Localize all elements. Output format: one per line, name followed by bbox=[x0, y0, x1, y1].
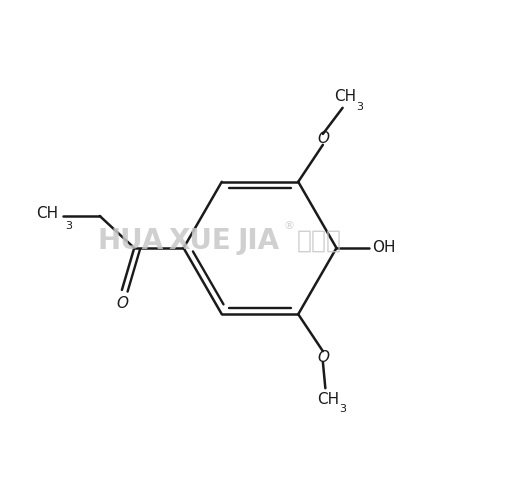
Text: XUE: XUE bbox=[169, 227, 231, 254]
Text: 3: 3 bbox=[356, 102, 363, 112]
Text: 3: 3 bbox=[65, 221, 72, 231]
Text: O: O bbox=[116, 296, 128, 311]
Text: O: O bbox=[318, 131, 330, 146]
Text: O: O bbox=[318, 350, 330, 365]
Text: 3: 3 bbox=[339, 404, 346, 414]
Text: OH: OH bbox=[372, 240, 396, 254]
Text: CH: CH bbox=[317, 391, 339, 407]
Text: 化学加: 化学加 bbox=[297, 229, 342, 252]
Text: CH: CH bbox=[334, 89, 356, 105]
Text: JIA: JIA bbox=[238, 227, 280, 254]
Text: HUA: HUA bbox=[97, 227, 163, 254]
Text: ®: ® bbox=[284, 221, 295, 231]
Text: CH: CH bbox=[36, 206, 58, 221]
